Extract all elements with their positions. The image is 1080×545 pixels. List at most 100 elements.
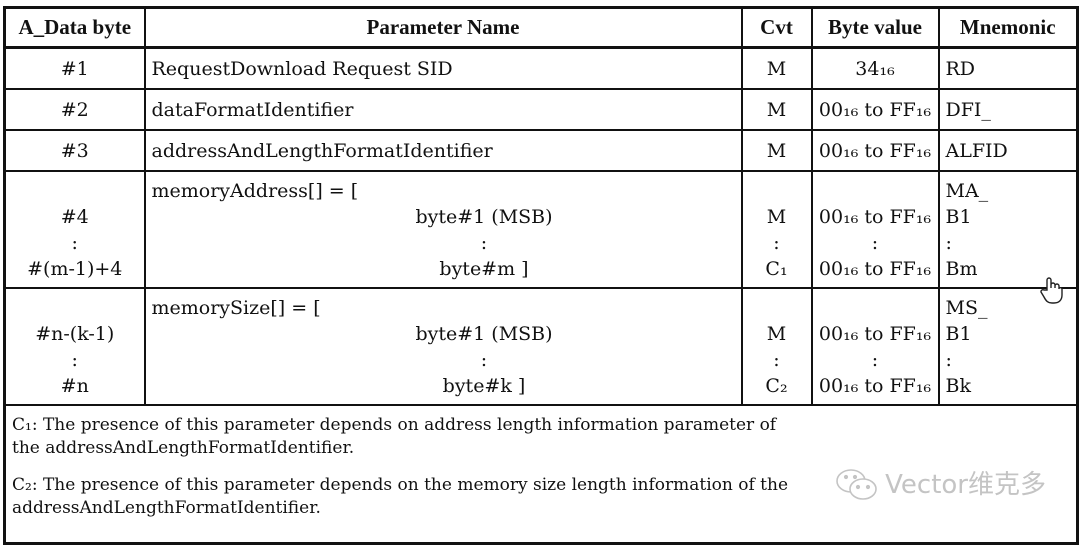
cvt-text: M bbox=[766, 139, 787, 162]
mnemonic-text: : bbox=[945, 231, 952, 254]
cvt-text: M bbox=[766, 57, 787, 80]
data-byte-text: #n bbox=[60, 374, 89, 397]
parameter-name-text: byte#k ] bbox=[442, 374, 526, 397]
byte-value-text: 00₁₆ to FF₁₆ bbox=[818, 322, 932, 345]
byte-value-text: 00₁₆ to FF₁₆ bbox=[818, 98, 932, 121]
header-cvt: Cvt bbox=[740, 6, 813, 49]
cvt-cell: M bbox=[740, 129, 813, 172]
mnemonic-text: RD bbox=[945, 57, 976, 80]
cvt-cell: M bbox=[740, 46, 813, 90]
mnemonic-text: B1 bbox=[945, 205, 972, 228]
header-row: A_Data byte Parameter Name Cvt Byte valu… bbox=[3, 6, 1079, 49]
watermark-text: Vector维克多 bbox=[885, 469, 1046, 500]
parameter-name-text: : bbox=[480, 231, 488, 254]
mnemonic-text: MS_ bbox=[945, 296, 988, 319]
wechat-icon bbox=[836, 469, 877, 500]
data-byte-cell: #4: #(m-1)+4 bbox=[3, 170, 146, 289]
data-byte-cell: #2 bbox=[3, 88, 146, 131]
parameter-name-text: RequestDownload Request SID bbox=[151, 57, 453, 80]
parameter-name-text: byte#1 (MSB) bbox=[415, 322, 553, 345]
data-byte-text bbox=[12, 295, 138, 321]
parameter-name-text: : bbox=[480, 348, 488, 371]
cvt-cell: M: C₂ bbox=[740, 287, 813, 406]
parameter-name-text: byte#m ] bbox=[439, 257, 529, 280]
header-a-data-byte: A_Data byte bbox=[3, 6, 146, 49]
cvt-text: C₂ bbox=[765, 374, 788, 397]
byte-value-cell: 00₁₆ to FF₁₆ bbox=[810, 88, 940, 131]
table-row: #3 addressAndLengthFormatIdentifier M 00₁₆ … bbox=[3, 129, 1079, 172]
data-byte-text: #(m-1)+4 bbox=[27, 257, 123, 280]
data-byte-text: #1 bbox=[60, 57, 89, 80]
mnemonic-cell: MA_ B1: Bm bbox=[937, 170, 1079, 289]
parameter-name-cell: dataFormatIdentifier bbox=[143, 88, 743, 131]
parameter-name-cell: addressAndLengthFormatIdentifier bbox=[143, 129, 743, 172]
mnemonic-text: MA_ bbox=[945, 179, 989, 202]
data-byte-text: #2 bbox=[60, 98, 89, 121]
mnemonic-text: B1 bbox=[945, 322, 972, 345]
parameter-name-text: addressAndLengthFormatIdentifier bbox=[151, 139, 493, 162]
mnemonic-text: ALFID bbox=[945, 139, 1008, 162]
mnemonic-cell: MS_ B1: Bk bbox=[937, 287, 1079, 406]
data-byte-text: #n-(k-1) bbox=[35, 322, 115, 345]
byte-value-text: 00₁₆ to FF₁₆ bbox=[818, 374, 932, 397]
byte-value-cell: 00₁₆ to FF₁₆: 00₁₆ to FF₁₆ bbox=[810, 287, 940, 406]
parameter-name-cell: RequestDownload Request SID bbox=[143, 46, 743, 90]
table-row: #4: #(m-1)+4 memoryAddress[] = [ byte#1 (MS… bbox=[3, 170, 1079, 289]
table-row: #n-(k-1): #n memorySize[] = [ byte#1 (MSB):… bbox=[3, 287, 1079, 406]
mnemonic-text: : bbox=[945, 348, 952, 371]
data-byte-cell: #1 bbox=[3, 46, 146, 90]
request-download-table: A_Data byte Parameter Name Cvt Byte valu… bbox=[3, 6, 1079, 545]
data-byte-text: #3 bbox=[60, 139, 89, 162]
notes-row: C₁: The presence of this parameter depen… bbox=[3, 404, 1079, 545]
mnemonic-cell: RD bbox=[937, 46, 1079, 90]
byte-value-cell: 34₁₆ bbox=[810, 46, 940, 90]
mnemonic-text: DFI_ bbox=[945, 98, 991, 121]
parameter-name-text: dataFormatIdentifier bbox=[151, 98, 354, 121]
byte-value-text bbox=[819, 295, 932, 321]
byte-value-text: 34₁₆ bbox=[855, 57, 895, 80]
mnemonic-cell: ALFID bbox=[937, 129, 1079, 172]
cvt-text bbox=[749, 178, 805, 204]
cvt-text: : bbox=[773, 231, 780, 254]
hand-pointer-icon bbox=[1040, 277, 1063, 304]
cvt-text: C₁ bbox=[765, 257, 788, 280]
parameter-name-text: memoryAddress[] = [ bbox=[151, 179, 359, 202]
byte-value-text: 00₁₆ to FF₁₆ bbox=[818, 205, 932, 228]
byte-value-text: : bbox=[871, 348, 879, 371]
cvt-cell: M bbox=[740, 88, 813, 131]
cvt-text: M bbox=[766, 98, 787, 121]
byte-value-cell: 00₁₆ to FF₁₆ bbox=[810, 129, 940, 172]
byte-value-cell: 00₁₆ to FF₁₆: 00₁₆ to FF₁₆ bbox=[810, 170, 940, 289]
byte-value-text: 00₁₆ to FF₁₆ bbox=[818, 139, 932, 162]
cvt-text: M bbox=[766, 322, 787, 345]
data-byte-text bbox=[12, 178, 138, 204]
parameter-name-cell: memoryAddress[] = [ byte#1 (MSB): byte#m ] bbox=[143, 170, 743, 289]
table-row: #1 RequestDownload Request SID M 34₁₆ RD bbox=[3, 46, 1079, 90]
header-parameter-name: Parameter Name bbox=[143, 6, 743, 49]
watermark: Vector维克多 bbox=[835, 468, 1046, 502]
parameter-name-text: byte#1 (MSB) bbox=[415, 205, 553, 228]
mnemonic-cell: DFI_ bbox=[937, 88, 1079, 131]
cvt-cell: M: C₁ bbox=[740, 170, 813, 289]
data-byte-cell: #3 bbox=[3, 129, 146, 172]
data-byte-cell: #n-(k-1): #n bbox=[3, 287, 146, 406]
mnemonic-text: Bm bbox=[945, 257, 978, 280]
data-byte-text: : bbox=[71, 231, 78, 254]
notes-cell: C₁: The presence of this parameter depen… bbox=[3, 404, 1079, 545]
note-c2: C₂: The presence of this parameter depen… bbox=[12, 475, 789, 518]
table-row: #2 dataFormatIdentifier M 00₁₆ to FF₁₆ DFI_ bbox=[3, 88, 1079, 131]
header-mnemonic: Mnemonic bbox=[937, 6, 1079, 49]
header-byte-value: Byte value bbox=[810, 6, 940, 49]
byte-value-text: 00₁₆ to FF₁₆ bbox=[818, 257, 932, 280]
data-byte-text: : bbox=[71, 348, 78, 371]
cvt-text: M bbox=[766, 205, 787, 228]
cvt-text: : bbox=[773, 348, 780, 371]
parameter-name-text: memorySize[] = [ bbox=[151, 296, 321, 319]
mnemonic-text: Bk bbox=[945, 374, 971, 397]
byte-value-text: : bbox=[871, 231, 879, 254]
cvt-text bbox=[749, 295, 805, 321]
byte-value-text bbox=[819, 178, 932, 204]
parameter-name-cell: memorySize[] = [ byte#1 (MSB): byte#k ] bbox=[143, 287, 743, 406]
data-byte-text: #4 bbox=[60, 205, 89, 228]
note-c1: C₁: The presence of this parameter depen… bbox=[12, 415, 777, 458]
